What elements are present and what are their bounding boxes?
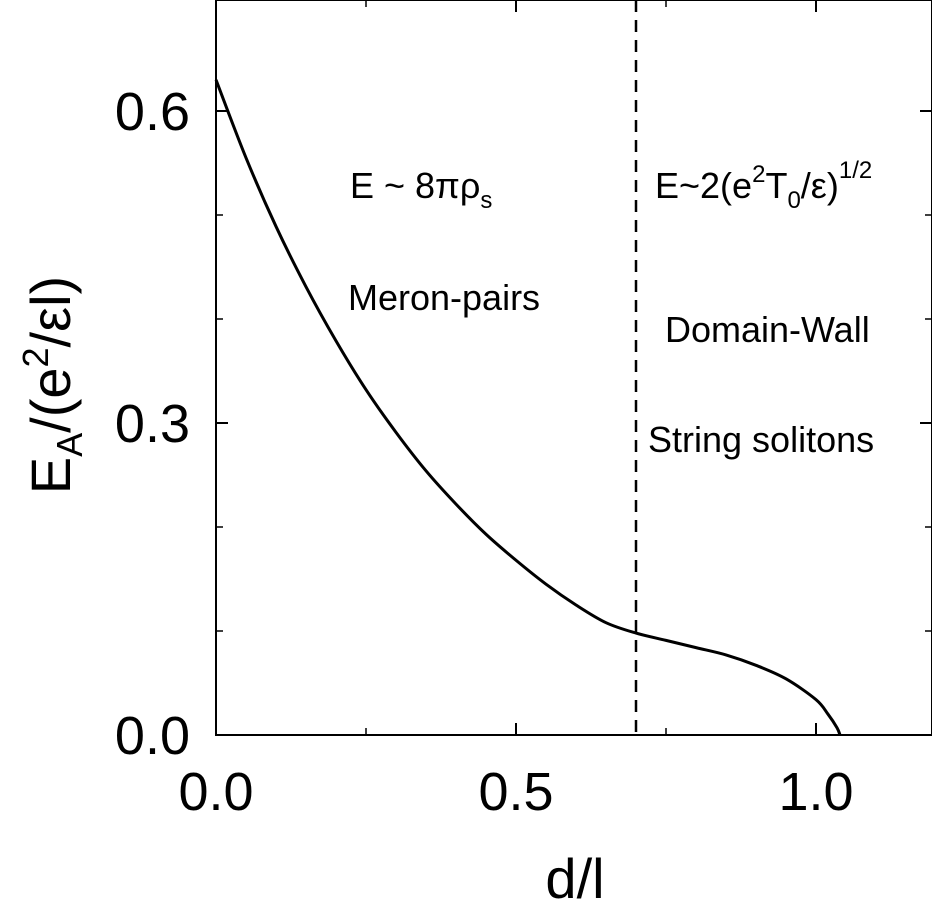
- y-tick-label: 0.0: [115, 706, 190, 766]
- y-tick-label: 0.6: [115, 82, 190, 142]
- x-tick-label: 0.5: [478, 762, 553, 822]
- left-formula: E ~ 8πρs: [350, 165, 492, 214]
- y-tick-label: 0.3: [115, 394, 190, 454]
- x-axis-title: d/l: [545, 847, 604, 909]
- x-tick-label: 0.0: [178, 762, 253, 822]
- right-region-label-1: Domain-Wall: [665, 309, 870, 350]
- y-axis-title: EA/(e2/εl): [15, 276, 90, 494]
- series-line: [214, 79, 842, 736]
- tick-labels: 0.0 0.5 1.0 0.0 0.3 0.6: [115, 82, 854, 822]
- ticks: [215, 0, 932, 736]
- right-formula: E~2(e2T0/ε)1/2: [655, 157, 872, 214]
- plot-frame: [215, 0, 932, 736]
- left-region-label: Meron-pairs: [348, 277, 540, 318]
- x-tick-label: 1.0: [778, 762, 853, 822]
- plot-area-border: [215, 0, 932, 736]
- right-region-label-2: String solitons: [648, 419, 874, 460]
